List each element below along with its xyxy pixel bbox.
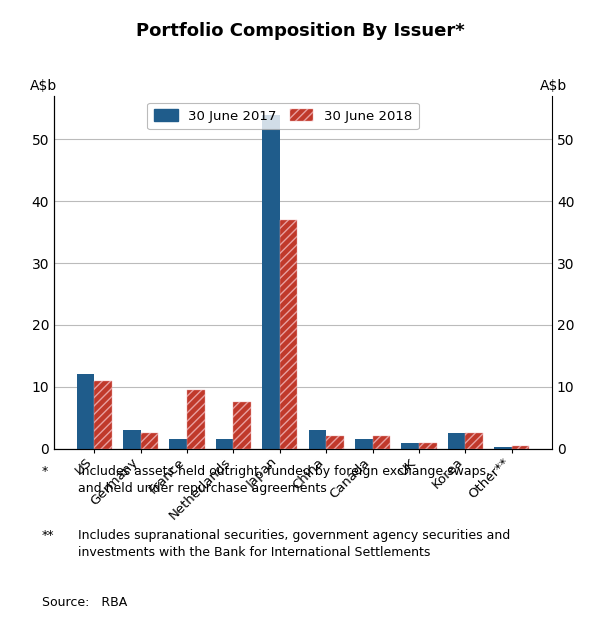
Bar [94, 381, 112, 449]
Bar [494, 447, 512, 449]
Bar [187, 390, 205, 449]
Text: Includes supranational securities, government agency securities and
investments : Includes supranational securities, gover… [78, 529, 510, 559]
Bar [280, 220, 298, 449]
Text: **: ** [42, 529, 55, 542]
Bar [466, 433, 483, 449]
Bar [169, 440, 187, 449]
Bar [308, 430, 326, 449]
Bar [123, 430, 140, 449]
Bar [233, 403, 251, 449]
Bar [355, 440, 373, 449]
Text: Includes assets held outright, funded by foreign exchange swaps,
and held under : Includes assets held outright, funded by… [78, 465, 490, 495]
Bar [140, 433, 158, 449]
Bar [448, 433, 466, 449]
Text: A$b: A$b [30, 79, 57, 93]
Bar [326, 437, 344, 449]
Text: Portfolio Composition By Issuer*: Portfolio Composition By Issuer* [136, 22, 464, 40]
Text: *: * [42, 465, 48, 478]
Bar [373, 437, 390, 449]
Text: A$b: A$b [540, 79, 567, 93]
Bar [216, 440, 233, 449]
Bar [262, 115, 280, 449]
Bar [401, 442, 419, 449]
Legend: 30 June 2017, 30 June 2018: 30 June 2017, 30 June 2018 [147, 103, 419, 129]
Bar [512, 445, 529, 449]
Bar [419, 442, 437, 449]
Text: Source:   RBA: Source: RBA [42, 596, 127, 609]
Bar [77, 374, 94, 449]
